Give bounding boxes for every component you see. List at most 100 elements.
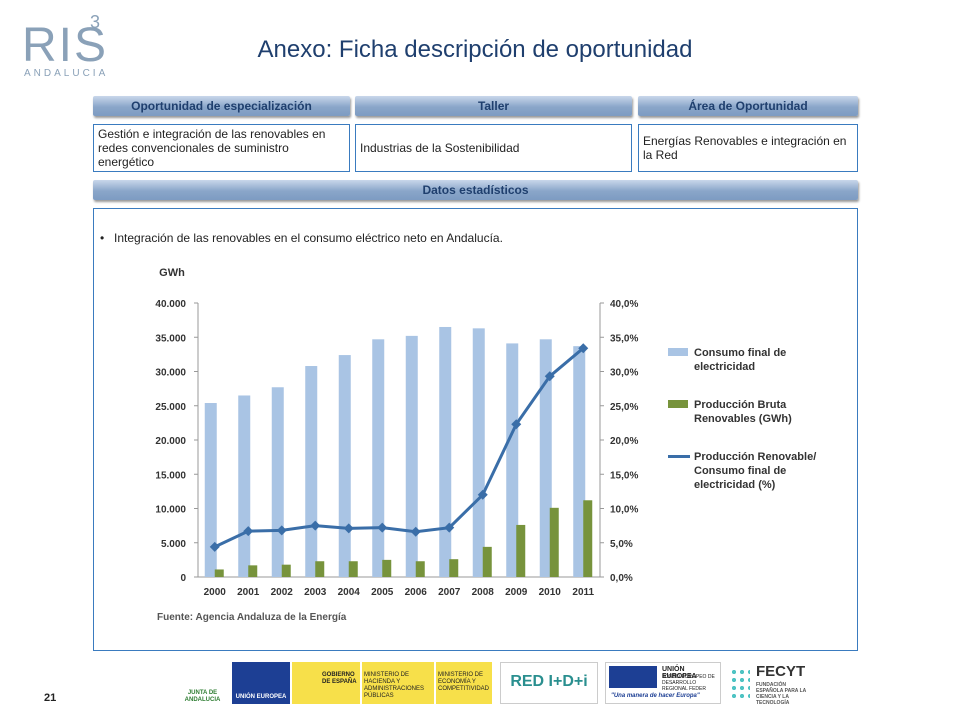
bar [472,328,485,577]
bar [405,335,418,577]
bar [315,561,325,577]
bar [238,395,251,577]
line-marker [410,526,421,537]
bar [248,565,258,577]
bar [348,561,358,577]
y2ticks-label: 20,0% [610,436,638,447]
x-tick-label: 2000 [204,587,227,598]
bar [372,339,385,577]
yticks-label: 40.000 [155,299,186,310]
bar [482,546,492,577]
legend-label: Producción Renovable/ Consumo final de e… [694,451,817,491]
line-marker [444,522,455,533]
x-tick-label: 2004 [338,587,361,598]
field-label: Área de Oportunidad [638,96,858,116]
bar [281,564,291,577]
legend-swatch [668,455,690,458]
y2ticks-label: 40,0% [610,299,638,310]
y2ticks-label: 25,0% [610,402,638,413]
footer-logo: UNIÓN EUROPEA [232,662,290,704]
bar [204,403,217,577]
section-title: Datos estadísticos [93,180,858,200]
x-tick-label: 2010 [539,587,562,598]
footer-logo: FUNDACIÓN ESPAÑOLA PARA LA CIENCIA Y LA … [756,682,807,706]
legend-swatch [668,348,688,356]
bullet-dot: • [100,231,105,245]
yticks-label: 0 [180,573,186,584]
eu-flag [609,666,657,688]
bar [506,343,519,577]
x-tick-label: 2005 [371,587,394,598]
yticks-label: 35.000 [155,333,186,344]
line [214,347,585,549]
x-tick-label: 2003 [304,587,327,598]
bar [573,346,586,577]
footer-logo-box: UNIÓN EUROPEA FONDO EUROPEO DE DESARROLL… [605,662,721,704]
line-marker [310,520,321,531]
legend-label: Producción Bruta Renovables (GWh) [694,399,792,425]
bar [439,326,452,577]
bar [305,366,318,577]
legend-swatch [668,400,688,408]
bar [271,387,284,577]
bar [583,500,593,577]
x-tick-label: 2006 [405,587,428,598]
line-marker [343,523,354,534]
x-tick-label: 2007 [438,587,461,598]
y2ticks-label: 0,0% [610,573,633,584]
x-tick-label: 2002 [271,587,294,598]
line-marker [477,489,488,500]
line-marker [243,526,254,537]
footer-logo: RED I+D+i [500,662,598,704]
footer-logo: MINISTERIO DE HACIENDA Y ADMINISTRACIONE… [362,662,434,704]
x-tick-label: 2009 [505,587,528,598]
title: Anexo: Ficha descripción de oportunidad [257,36,693,63]
field-label: Taller [355,96,632,116]
field-label: Oportunidad de especialización [93,96,350,116]
line-marker [511,419,522,430]
bar [549,507,559,577]
legend-label: Consumo final de electricidad [694,347,787,373]
field-value: Industrias de la Sostenibilidad [355,124,632,172]
yticks-label: 25.000 [155,402,186,413]
y2ticks-label: 10,0% [610,505,638,516]
line-marker [276,525,287,536]
page-number: 21 [44,692,57,704]
footer-logo: UNIÓN EUROPEA [662,666,697,680]
line-marker [209,541,220,552]
x-tick-label: 2001 [237,587,260,598]
x-tick-label: 2008 [472,587,495,598]
bar [382,559,392,577]
logo-subtitle: ANDALUCIA [24,68,109,79]
line-marker [544,371,555,382]
yticks-label: 15.000 [155,470,186,481]
bullet-text: Integración de las renovables en el cons… [114,231,503,245]
footer-logo: "Una manera de hacer Europa" [611,693,700,699]
footer-logo: FECYT [756,663,806,680]
field-value: Energías Renovables e integración en la … [638,124,858,172]
footer-logo: GOBIERNO DE ESPAÑA [292,662,360,704]
source: Fuente: Agencia Andaluza de la Energía [157,612,347,623]
yticks-label: 10.000 [155,505,186,516]
footer-logo: FONDO EUROPEO DE DESARROLLO REGIONAL FED… [662,674,715,692]
y2ticks-label: 5,0% [610,539,633,550]
line-marker [377,522,388,533]
bar [516,524,526,577]
y2ticks-label: 30,0% [610,368,638,379]
bar [415,561,425,577]
yticks-label: 20.000 [155,436,186,447]
x-tick-label: 2011 [572,587,594,598]
logo: RIS 3 ANDALUCIA [22,12,117,80]
y2ticks-label: 15,0% [610,470,638,481]
footer-logo: MINISTERIO DE ECONOMÍA Y COMPETITIVIDAD [436,662,492,704]
fecyt-icon [730,668,750,698]
field-value: Gestión e integración de las renovables … [93,124,350,172]
bar [338,355,351,577]
footer-logo-box: FECYT FUNDACIÓN ESPAÑOLA PARA LA CIENCIA… [728,662,816,706]
section-box [93,208,858,651]
bar [539,339,552,577]
bar [449,559,459,577]
yticks-label: 5.000 [161,539,186,550]
